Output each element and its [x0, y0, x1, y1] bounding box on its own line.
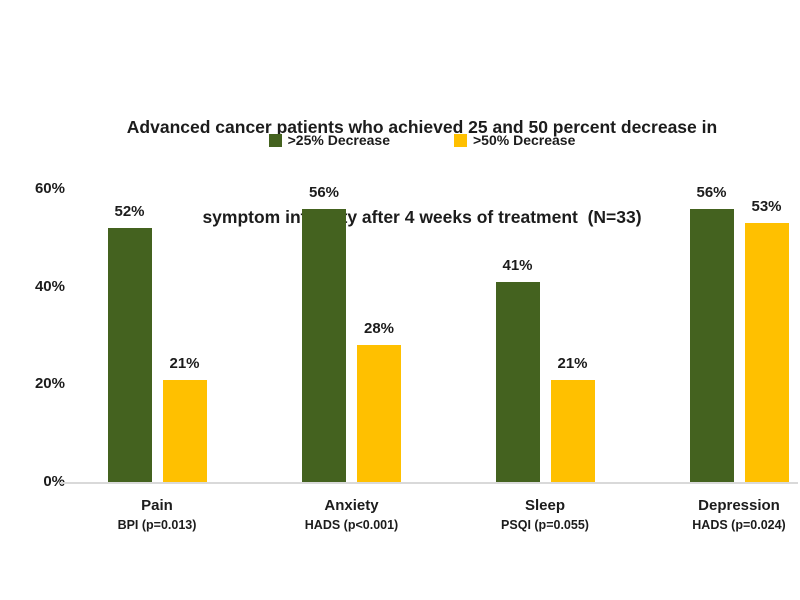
category-label-depression: Depression [698, 497, 780, 514]
category-sublabel-sleep: PSQI (p=0.055) [501, 518, 589, 532]
x-axis-line [60, 482, 798, 484]
bar-value-label-s2-anxiety: 28% [363, 320, 395, 338]
bar-s1-sleep [495, 281, 540, 482]
category-sublabel-depression: HADS (p=0.024) [692, 518, 786, 532]
category-sublabel-anxiety: HADS (p<0.001) [304, 518, 399, 532]
bar-value-label-s2-depression: 53% [751, 198, 782, 216]
bar-s2-depression [744, 223, 789, 482]
legend-label-25pct: >25% Decrease [287, 132, 390, 148]
category-label-pain: Pain [141, 497, 173, 514]
y-axis-tick-40: 40% [34, 277, 65, 295]
bar-value-label-s2-sleep: 21% [557, 354, 588, 372]
y-axis-tick-60: 60% [34, 180, 65, 198]
bar-s1-anxiety [302, 208, 346, 482]
category-label-sleep: Sleep [524, 497, 566, 514]
bar-s2-sleep [550, 379, 595, 482]
chart-title: Advanced cancer patients who achieved 25… [44, 52, 800, 292]
category-label-anxiety: Anxiety [324, 497, 379, 514]
bar-s2-anxiety [357, 345, 401, 482]
y-axis-tick-20: 20% [34, 375, 65, 393]
legend-item-50pct-decrease: >50% Decrease [454, 132, 575, 148]
chart-legend: >25% Decrease >50% Decrease [44, 132, 800, 148]
bar-s2-pain [162, 379, 207, 482]
bar-value-label-s1-anxiety: 56% [308, 183, 340, 201]
bar-value-label-s1-sleep: 41% [502, 256, 533, 274]
bar-s1-pain [107, 228, 152, 482]
bar-value-label-s1-depression: 56% [696, 183, 727, 201]
legend-swatch-green [268, 133, 282, 147]
chart-title-line-1: Advanced cancer patients who achieved 25… [126, 117, 718, 137]
bar-s1-depression [689, 208, 734, 482]
legend-label-50pct: >50% Decrease [473, 132, 576, 148]
bar-value-label-s1-pain: 52% [114, 203, 145, 221]
category-sublabel-pain: BPI (p=0.013) [117, 518, 197, 532]
y-axis-tick-0: 0% [43, 473, 65, 490]
legend-swatch-gold [454, 133, 467, 147]
bar-value-label-s2-pain: 21% [169, 354, 200, 372]
legend-item-25pct-decrease: >25% Decrease [268, 132, 390, 148]
